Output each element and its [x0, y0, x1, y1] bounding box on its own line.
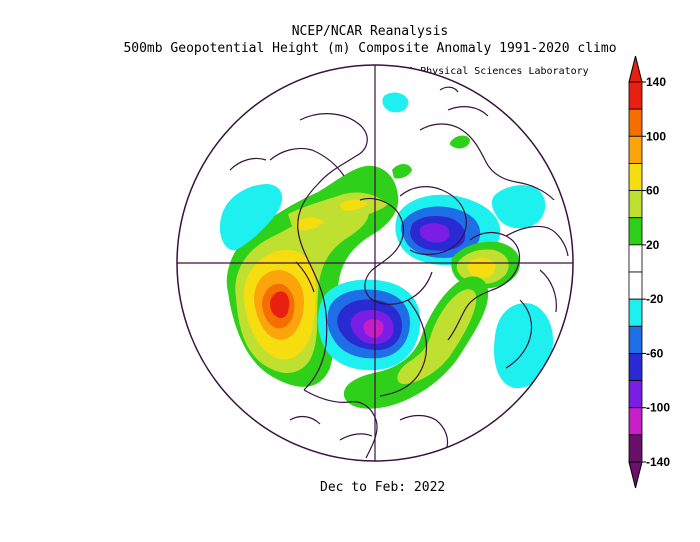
- central-north-america-trough: [317, 279, 421, 371]
- colorbar-tick-label: 140: [646, 75, 666, 89]
- colorbar-tick-label: 100: [646, 129, 666, 143]
- northeast-pacific-ridge: [226, 165, 399, 387]
- colorbar-max-arrow: [628, 55, 643, 83]
- colorbar-swatch: [628, 190, 643, 219]
- colorbar-swatch: [628, 434, 643, 463]
- colorbar-tick-label: 20: [646, 238, 660, 252]
- colorbar-swatch: [628, 81, 643, 110]
- colorbar-tick-label: -140: [646, 455, 670, 469]
- colorbar-swatch: [628, 108, 643, 137]
- map-boundary: [176, 64, 574, 462]
- colorbar-swatch: [628, 244, 643, 273]
- colorbar-swatch: [628, 271, 643, 300]
- colorbar-tick-label: -60: [646, 346, 664, 360]
- western-atlantic-ridge: [343, 276, 489, 409]
- north-pacific-low: [219, 184, 283, 251]
- coastlines: [229, 86, 569, 459]
- colorbar-swatch: [628, 163, 643, 191]
- chart-subtitle: 500mb Geopotential Height (m) Composite …: [123, 41, 617, 56]
- anomaly-fields: [177, 65, 573, 461]
- period-label: Dec to Feb: 2022: [320, 480, 446, 495]
- polar-map: [176, 64, 574, 462]
- credit-label: NOAA Physical Sciences Laboratory: [390, 66, 589, 77]
- colorbar-swatch: [628, 353, 643, 381]
- colorbar-tick-label: -20: [646, 292, 664, 306]
- colorbar-swatch: [628, 325, 643, 354]
- minor-positive-patches: [392, 135, 470, 179]
- colorbar-swatch: [628, 380, 643, 409]
- siberia-low: [382, 92, 546, 229]
- colorbar-swatch: [628, 217, 643, 246]
- colorbar-swatch: [628, 407, 643, 436]
- colorbar-min-arrow: [628, 461, 643, 489]
- colorbar-tick-label: -100: [646, 401, 670, 415]
- arctic-canada-ridge: [288, 192, 388, 231]
- colorbar-swatch: [628, 135, 643, 164]
- chart-title: NCEP/NCAR Reanalysis: [291, 24, 449, 39]
- north-atlantic-low: [494, 303, 554, 389]
- colorbar-swatch: [628, 298, 643, 327]
- colorbar-tick-label: 60: [646, 184, 660, 198]
- colorbar: 140 100 60 20 -20 -60 -100 -140: [628, 55, 670, 489]
